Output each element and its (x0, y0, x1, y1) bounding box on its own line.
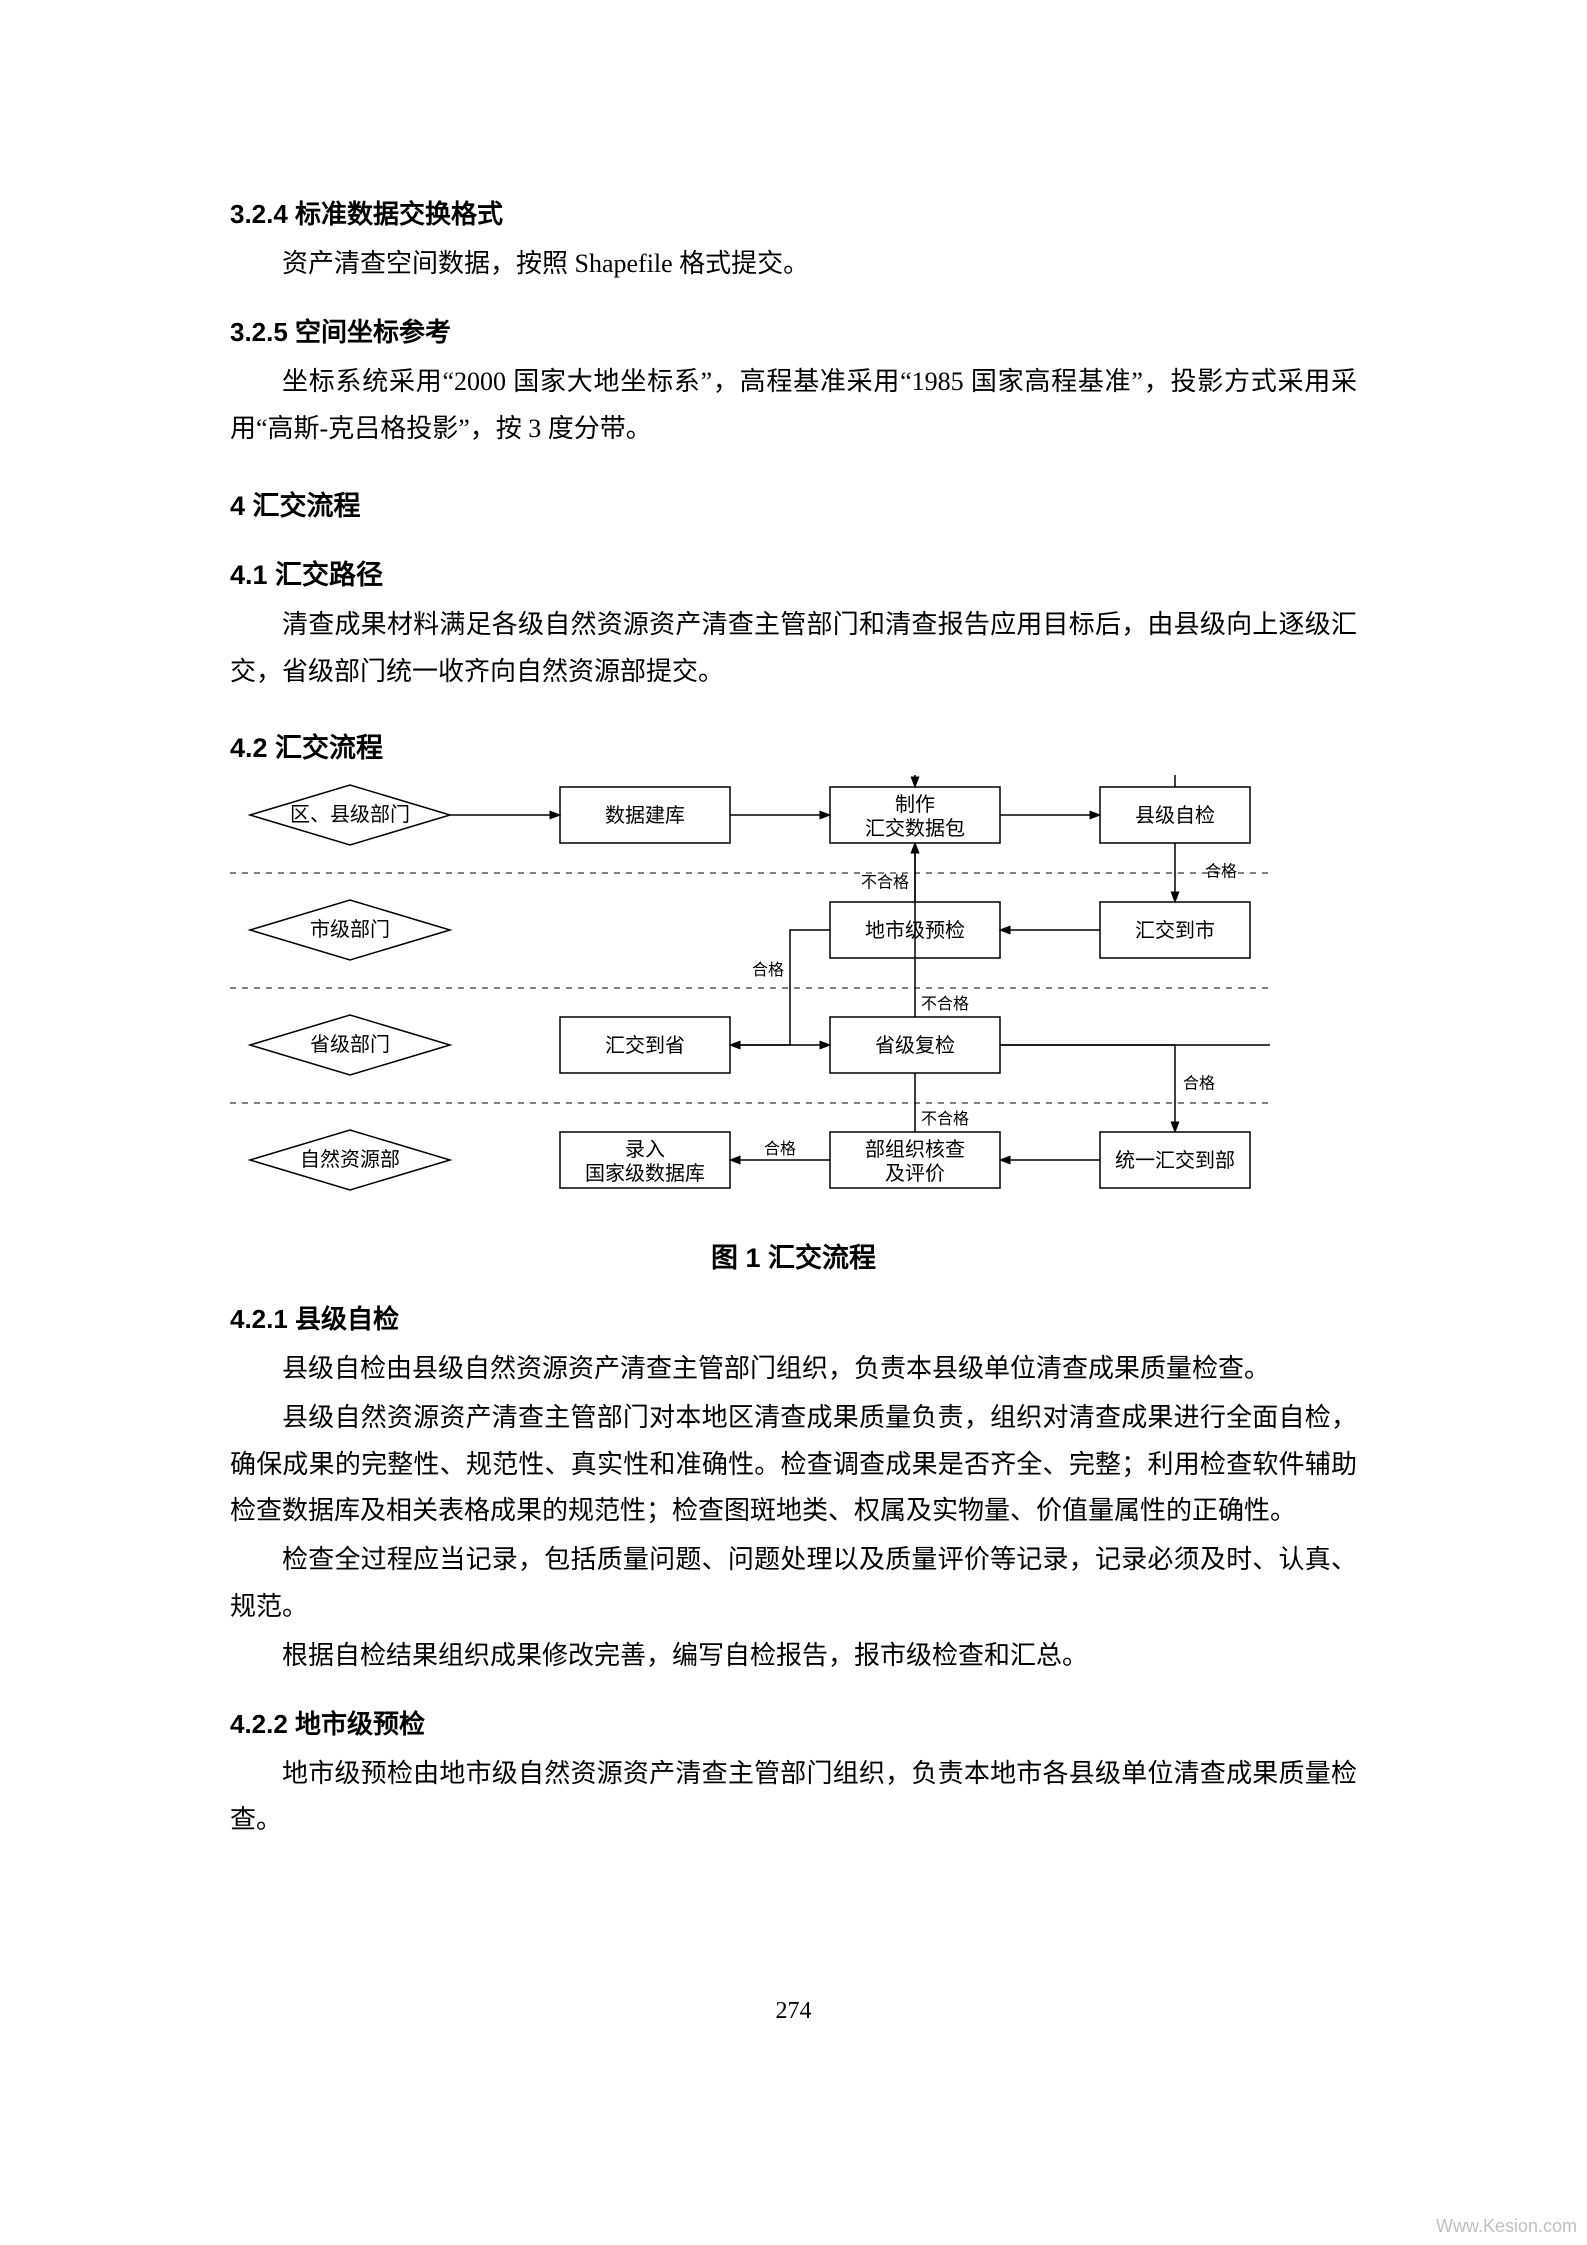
document-page: 3.2.4 标准数据交换格式 资产清查空间数据，按照 Shapefile 格式提… (0, 0, 1587, 1844)
svg-text:制作: 制作 (895, 793, 935, 816)
heading-4-2-1: 4.2.1 县级自检 (230, 1299, 1357, 1336)
paragraph: 坐标系统采用“2000 国家大地坐标系”，高程基准采用“1985 国家高程基准”… (230, 359, 1357, 453)
heading-4-1: 4.1 汇交路径 (230, 553, 1357, 592)
svg-text:合格: 合格 (1205, 862, 1237, 880)
svg-text:县级自检: 县级自检 (1135, 804, 1215, 827)
page-number: 274 (0, 1998, 1587, 2025)
svg-text:录入: 录入 (625, 1139, 665, 1161)
figure-caption: 图 1 汇交流程 (230, 1236, 1357, 1275)
svg-text:合格: 合格 (752, 961, 784, 979)
svg-text:合格: 合格 (1183, 1074, 1215, 1092)
svg-text:及评价: 及评价 (885, 1163, 945, 1185)
paragraph: 资产清查空间数据，按照 Shapefile 格式提交。 (230, 241, 1357, 288)
svg-text:省级复检: 省级复检 (875, 1034, 955, 1057)
svg-text:区、县级部门: 区、县级部门 (290, 803, 410, 826)
heading-4: 4 汇交流程 (230, 484, 1357, 523)
svg-text:不合格: 不合格 (921, 1110, 969, 1128)
svg-text:国家级数据库: 国家级数据库 (585, 1162, 705, 1185)
heading-4-2: 4.2 汇交流程 (230, 726, 1357, 765)
svg-text:不合格: 不合格 (921, 995, 969, 1013)
paragraph: 县级自检由县级自然资源资产清查主管部门组织，负责本县级单位清查成果质量检查。 (230, 1346, 1357, 1393)
paragraph: 检查全过程应当记录，包括质量问题、问题处理以及质量评价等记录，记录必须及时、认真… (230, 1537, 1357, 1631)
paragraph: 清查成果材料满足各级自然资源资产清查主管部门和清查报告应用目标后，由县级向上逐级… (230, 602, 1357, 696)
svg-text:市级部门: 市级部门 (310, 918, 390, 941)
svg-text:不合格: 不合格 (861, 873, 909, 891)
svg-text:自然资源部: 自然资源部 (300, 1148, 400, 1171)
heading-4-2-2: 4.2.2 地市级预检 (230, 1704, 1357, 1741)
svg-text:省级部门: 省级部门 (310, 1033, 390, 1056)
svg-text:部组织核查: 部组织核查 (865, 1138, 965, 1161)
svg-text:数据建库: 数据建库 (605, 804, 685, 827)
paragraph: 地市级预检由地市级自然资源资产清查主管部门组织，负责本地市各县级单位清查成果质量… (230, 1751, 1357, 1845)
svg-text:汇交数据包: 汇交数据包 (865, 817, 965, 840)
paragraph: 根据自检结果组织成果修改完善，编写自检报告，报市级检查和汇总。 (230, 1633, 1357, 1680)
flowchart-figure: 区、县级部门市级部门省级部门自然资源部数据建库制作汇交数据包县级自检地市级预检汇… (230, 775, 1357, 1275)
svg-text:汇交到省: 汇交到省 (605, 1034, 685, 1057)
watermark: Www.Kesion.com (1436, 2216, 1577, 2237)
flowchart-svg: 区、县级部门市级部门省级部门自然资源部数据建库制作汇交数据包县级自检地市级预检汇… (230, 775, 1270, 1225)
heading-3-2-4: 3.2.4 标准数据交换格式 (230, 194, 1357, 231)
svg-text:合格: 合格 (764, 1140, 796, 1158)
heading-3-2-5: 3.2.5 空间坐标参考 (230, 312, 1357, 349)
svg-text:统一汇交到部: 统一汇交到部 (1115, 1149, 1235, 1172)
svg-text:汇交到市: 汇交到市 (1135, 919, 1215, 942)
paragraph: 县级自然资源资产清查主管部门对本地区清查成果质量负责，组织对清查成果进行全面自检… (230, 1395, 1357, 1535)
